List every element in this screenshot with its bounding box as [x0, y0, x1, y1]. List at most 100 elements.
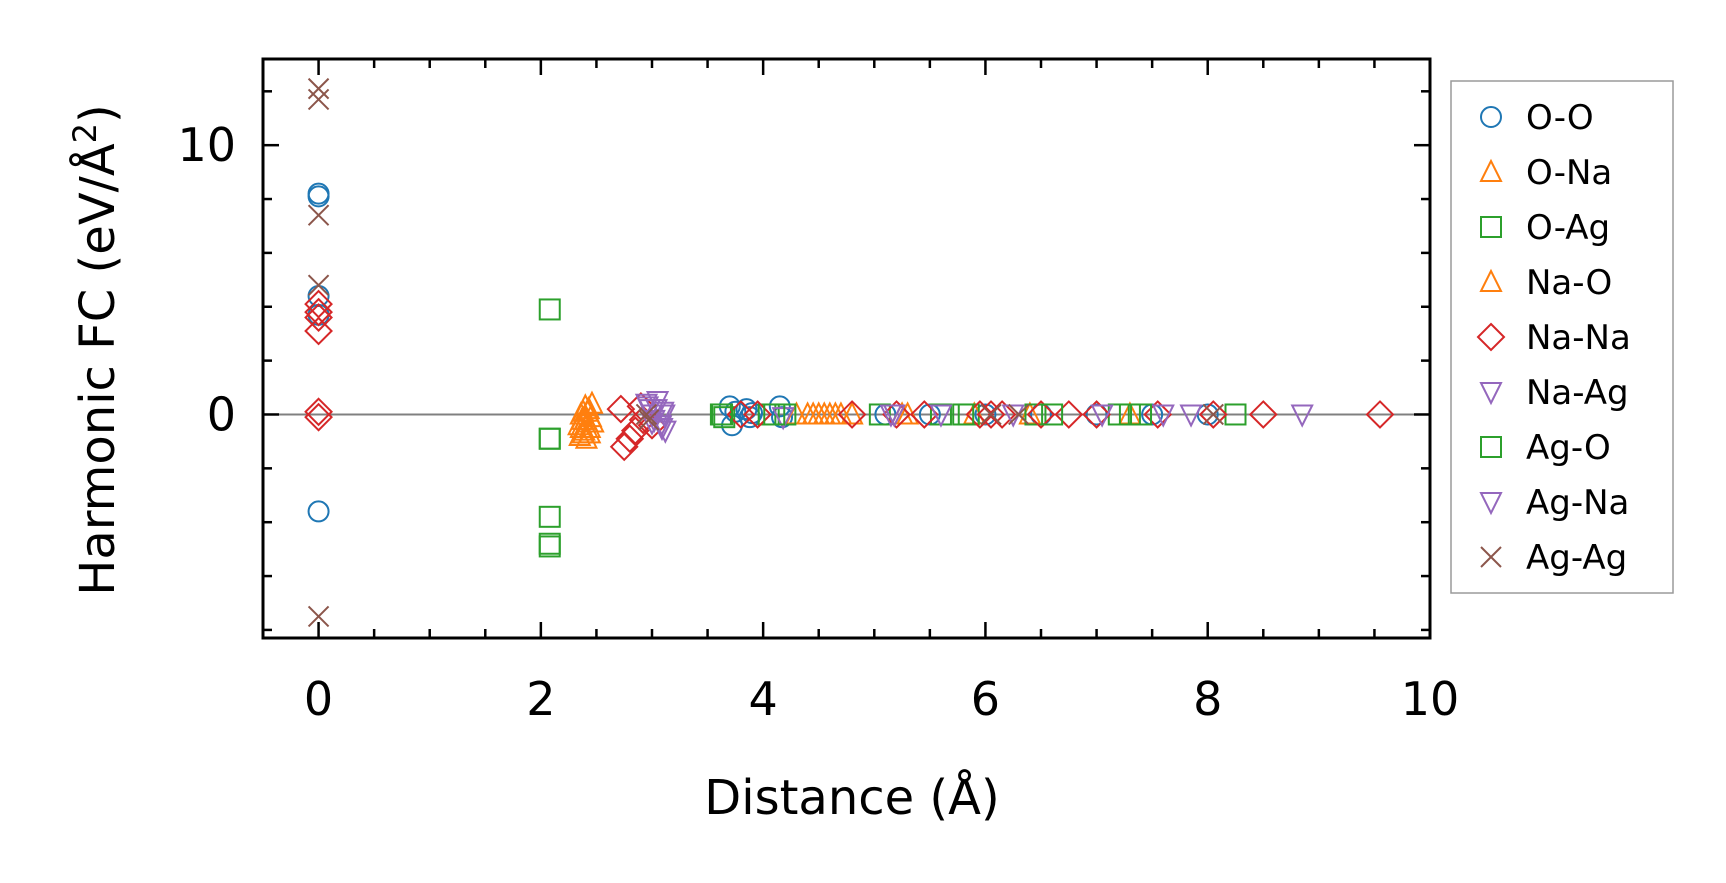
data-point — [763, 403, 786, 426]
data-point — [304, 297, 333, 327]
data-point — [1151, 404, 1175, 428]
data-point — [307, 77, 330, 100]
x-tick-label: 4 — [749, 672, 778, 726]
series-na-na — [304, 289, 1395, 462]
data-point — [538, 535, 561, 558]
legend-label: Na-Na — [1526, 318, 1631, 358]
legend-entry: Ag-Ag — [1480, 538, 1627, 578]
legend-label: Na-Ag — [1526, 373, 1629, 413]
legend-entry: O-Ag — [1480, 208, 1610, 248]
data-point — [1090, 404, 1114, 428]
data-point — [637, 409, 660, 431]
x-tick-label: 0 — [304, 672, 333, 726]
data-point — [538, 298, 561, 321]
x-tick-label: 2 — [526, 672, 555, 726]
data-point — [929, 404, 953, 428]
data-point — [307, 204, 330, 226]
data-point — [1130, 403, 1153, 426]
data-point — [304, 402, 333, 432]
data-point — [1179, 404, 1203, 428]
legend-label: Ag-Ag — [1526, 538, 1627, 578]
data-point — [581, 409, 605, 433]
data-point — [307, 605, 330, 628]
tick-marks — [261, 59, 1432, 638]
data-point — [1082, 400, 1111, 429]
data-point — [1008, 403, 1030, 426]
legend-entry: O-O — [1480, 98, 1594, 138]
data-point — [307, 274, 330, 296]
legend-marker — [1479, 492, 1503, 516]
data-point — [1248, 400, 1278, 429]
data-point — [1290, 404, 1314, 428]
data-point — [1202, 403, 1224, 426]
data-point — [307, 500, 330, 523]
data-point — [615, 424, 645, 454]
axes — [261, 57, 1432, 640]
data-point — [620, 416, 650, 446]
data-point — [837, 400, 867, 429]
data-point — [538, 505, 561, 528]
legend-marker — [1480, 436, 1502, 458]
data-point — [307, 88, 330, 111]
y-axis-title-close: ) — [70, 104, 126, 123]
data-point — [569, 401, 593, 425]
legend-entry: Na-Ag — [1479, 373, 1629, 413]
data-point — [1143, 400, 1173, 429]
data-point — [307, 284, 330, 307]
y-axis-title: Harmonic FC (eV/Å2) — [66, 104, 126, 596]
data-point — [768, 395, 791, 418]
data-point — [965, 400, 995, 429]
data-point — [1024, 403, 1047, 426]
legend: O-O O-Na O-Ag Na-O Na-Na Na-Ag Ag-O Ag-Na Ag-Ag — [1450, 80, 1674, 594]
data-point — [1198, 400, 1228, 429]
legend-label: Na-O — [1526, 263, 1612, 303]
legend-marker — [1479, 268, 1503, 292]
data-point — [652, 404, 676, 428]
data-point — [1118, 403, 1141, 426]
legend-entry: O-Na — [1479, 153, 1612, 193]
data-point — [538, 427, 561, 450]
x-tick-label: 6 — [971, 672, 1000, 726]
legend-entry: Ag-O — [1480, 428, 1611, 468]
data-point — [771, 407, 795, 431]
y-tick-label: 10 — [177, 118, 236, 172]
series-ag-o — [538, 403, 1153, 450]
data-point — [976, 400, 1006, 429]
legend-marker — [1479, 382, 1503, 406]
data-point — [882, 404, 906, 428]
series-o-o — [307, 182, 1219, 523]
data-point — [738, 406, 761, 429]
legend-marker — [1476, 322, 1506, 352]
data-point — [1196, 403, 1219, 426]
data-point — [743, 400, 772, 429]
data-point — [987, 400, 1017, 429]
x-axis-title: Distance (Å) — [704, 769, 999, 826]
data-point — [635, 403, 658, 426]
data-point — [304, 316, 333, 346]
data-point — [307, 303, 330, 326]
data-point — [713, 406, 736, 429]
legend-entry: Na-Na — [1476, 318, 1631, 358]
data-point — [307, 185, 330, 208]
data-point — [980, 403, 1002, 426]
data-point — [1026, 400, 1056, 429]
legend-label: O-Ag — [1526, 208, 1610, 248]
data-marks — [304, 77, 1395, 628]
y-tick-label: 0 — [207, 387, 236, 441]
data-point — [840, 401, 864, 425]
data-point — [1054, 400, 1084, 429]
legend-entry: Ag-Na — [1479, 483, 1629, 523]
data-point — [304, 303, 333, 332]
plot-frame — [261, 57, 1432, 640]
legend-entry: Na-O — [1479, 263, 1612, 303]
legend-marker — [1480, 546, 1502, 568]
data-point — [711, 403, 734, 426]
data-point — [882, 400, 911, 429]
data-point — [1365, 400, 1395, 429]
legend-label: O-Na — [1526, 153, 1612, 193]
y-axis-title-main: Harmonic FC (eV/Å — [69, 143, 126, 596]
legend-label: O-O — [1526, 98, 1594, 138]
series-ag-ag — [307, 77, 1224, 628]
y-axis-title-superscript: 2 — [66, 123, 104, 143]
